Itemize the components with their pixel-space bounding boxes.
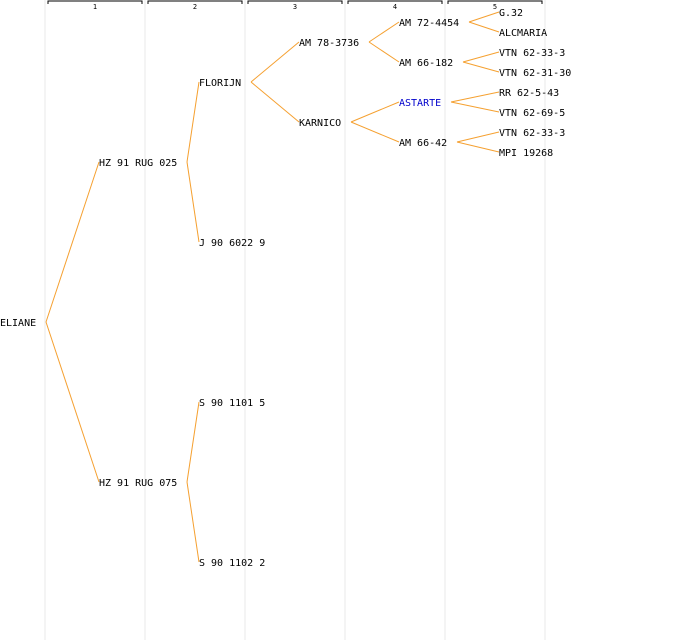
pedigree-edge xyxy=(468,21,500,33)
pedigree-edge xyxy=(456,131,500,143)
pedigree-node: VTN 62-69-5 xyxy=(499,108,565,119)
pedigree-edge xyxy=(456,141,500,153)
pedigree-link-node[interactable]: ASTARTE xyxy=(399,98,441,109)
pedigree-node: HZ 91 RUG 075 xyxy=(99,478,177,489)
pedigree-node: J 90 6022 9 xyxy=(199,238,265,249)
generation-bracket xyxy=(447,0,543,4)
pedigree-node: FLORIJN xyxy=(199,78,241,89)
pedigree-node: HZ 91 RUG 025 xyxy=(99,158,177,169)
pedigree-edge xyxy=(450,91,500,103)
generation-bracket xyxy=(147,0,243,4)
generation-number: 4 xyxy=(393,3,397,11)
generation-bracket xyxy=(47,0,143,4)
pedigree-edge xyxy=(368,41,400,63)
pedigree-edge xyxy=(250,41,300,83)
pedigree-node: VTN 62-33-3 xyxy=(499,128,565,139)
pedigree-node: MPI 19268 xyxy=(499,148,553,159)
pedigree-edge xyxy=(450,101,500,113)
pedigree-labels: ELIANE HZ 91 RUG 025 HZ 91 RUG 075 FLORIJN J… xyxy=(0,8,571,569)
generation-number: 5 xyxy=(493,3,497,11)
pedigree-node: KARNICO xyxy=(299,118,341,129)
pedigree-edge xyxy=(186,401,200,483)
pedigree-node: RR 62-5-43 xyxy=(499,88,559,99)
pedigree-edge xyxy=(468,11,500,23)
generation-headers: 1 2 3 4 5 xyxy=(47,0,543,11)
pedigree-node: S 90 1102 2 xyxy=(199,558,265,569)
generation-number: 2 xyxy=(193,3,197,11)
pedigree-node: ELIANE xyxy=(0,318,36,329)
generation-number: 3 xyxy=(293,3,297,11)
pedigree-node: AM 66-182 xyxy=(399,58,453,69)
pedigree-edge xyxy=(45,321,100,483)
pedigree-edge xyxy=(368,21,400,43)
pedigree-edge xyxy=(186,481,200,563)
generation-bracket xyxy=(347,0,443,4)
pedigree-node: ALCMARIA xyxy=(499,28,547,39)
pedigree-edge xyxy=(462,61,500,73)
pedigree-node: VTN 62-31-30 xyxy=(499,68,571,79)
pedigree-edge xyxy=(462,51,500,63)
pedigree-edge xyxy=(350,121,400,143)
pedigree-node: AM 66-42 xyxy=(399,138,447,149)
pedigree-edge xyxy=(250,81,300,123)
generation-bracket xyxy=(247,0,343,4)
pedigree-edge xyxy=(186,81,200,163)
pedigree-node: G.32 xyxy=(499,8,523,19)
pedigree-node: AM 78-3736 xyxy=(299,38,359,49)
pedigree-edge xyxy=(45,161,100,323)
pedigree-node: AM 72-4454 xyxy=(399,18,459,29)
pedigree-edges xyxy=(45,11,500,563)
pedigree-node: S 90 1101 5 xyxy=(199,398,265,409)
pedigree-node: VTN 62-33-3 xyxy=(499,48,565,59)
pedigree-edge xyxy=(186,161,200,243)
generation-number: 1 xyxy=(93,3,97,11)
pedigree-edge xyxy=(350,101,400,123)
column-dividers xyxy=(44,0,546,640)
